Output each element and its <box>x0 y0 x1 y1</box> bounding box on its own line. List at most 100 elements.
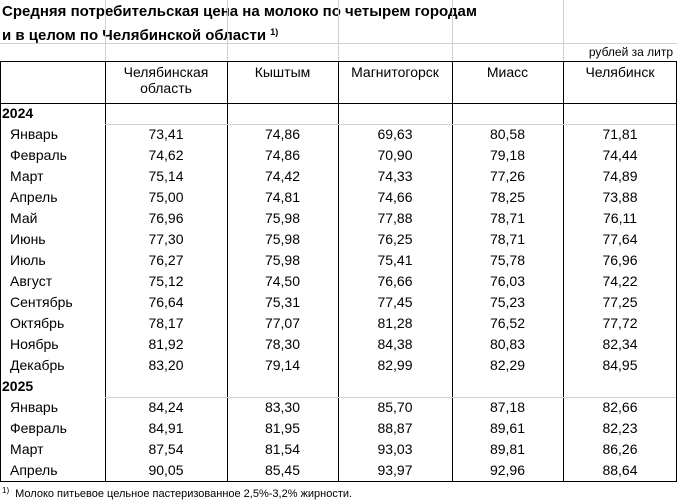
value-cell: 77,26 <box>489 168 526 184</box>
value-cell: 83,30 <box>264 399 301 415</box>
value-cell: 76,96 <box>148 210 184 226</box>
value-cell: 87,18 <box>489 399 526 415</box>
year-guide-1 <box>105 397 676 398</box>
table-row: Июнь 77,30 75,98 76,25 78,71 77,64 <box>0 229 677 250</box>
month-label: Август <box>10 273 53 289</box>
title-guide-2 <box>227 0 228 61</box>
value-cell: 77,72 <box>602 315 638 331</box>
year-label: 2025 <box>2 378 34 394</box>
value-cell: 83,20 <box>148 357 184 373</box>
value-cell: 76,25 <box>377 231 413 247</box>
value-cell: 74,42 <box>264 168 301 184</box>
month-label: Апрель <box>10 462 58 478</box>
value-cell: 92,96 <box>489 462 526 478</box>
value-cell: 74,33 <box>377 168 413 184</box>
footnote: 1) Молоко питьевое цельное пастеризованно… <box>2 484 352 501</box>
value-cell: 76,03 <box>489 273 526 289</box>
footnote-text: Молоко питьевое цельное пастеризованное … <box>15 488 353 500</box>
value-cell: 78,25 <box>489 189 526 205</box>
value-cell: 75,98 <box>264 210 301 226</box>
title-guide-3 <box>338 0 339 61</box>
table-row: Август 75,12 74,50 76,66 76,03 74,22 <box>0 271 677 292</box>
title-guide-1 <box>105 0 106 61</box>
value-cell: 78,71 <box>489 210 526 226</box>
value-cell: 77,64 <box>602 231 638 247</box>
column-border-5 <box>563 61 564 482</box>
value-cell: 84,91 <box>148 420 184 436</box>
table-row: Январь 84,24 83,30 85,70 87,18 82,66 <box>0 397 677 418</box>
title-guide-h <box>0 43 677 44</box>
value-cell: 69,63 <box>377 126 413 142</box>
month-label: Май <box>10 210 38 226</box>
value-cell: 77,88 <box>377 210 413 226</box>
value-cell: 79,14 <box>264 357 301 373</box>
value-cell: 82,34 <box>602 336 638 352</box>
value-cell: 73,88 <box>602 189 638 205</box>
value-cell: 84,38 <box>377 336 413 352</box>
value-cell: 89,81 <box>489 441 526 457</box>
value-cell: 74,22 <box>602 273 638 289</box>
month-label: Сентябрь <box>10 294 73 310</box>
value-cell: 85,70 <box>377 399 413 415</box>
value-cell: 89,61 <box>489 420 526 436</box>
value-cell: 80,58 <box>489 126 526 142</box>
value-cell: 84,95 <box>602 357 638 373</box>
title-footnote-mark: 1) <box>270 27 279 37</box>
month-label: Март <box>10 168 44 184</box>
value-cell: 85,45 <box>264 462 301 478</box>
column-border-1 <box>105 61 106 482</box>
table-row: Декабрь 83,20 79,14 82,99 82,29 84,95 <box>0 355 677 376</box>
column-header: Кыштым <box>254 64 311 80</box>
value-cell: 81,54 <box>264 441 301 457</box>
table-row: Октябрь 78,17 77,07 81,28 76,52 77,72 <box>0 313 677 334</box>
value-cell: 75,98 <box>264 252 301 268</box>
column-border-3 <box>338 61 339 482</box>
value-cell: 76,11 <box>603 210 637 226</box>
value-cell: 76,66 <box>377 273 413 289</box>
month-label: Февраль <box>10 420 67 436</box>
value-cell: 82,29 <box>489 357 526 373</box>
value-cell: 75,23 <box>489 294 526 310</box>
value-cell: 82,66 <box>602 399 638 415</box>
table-title: Средняя потребительская цена на молоко п… <box>2 2 672 46</box>
value-cell: 90,05 <box>148 462 184 478</box>
month-label: Март <box>10 441 44 457</box>
value-cell: 76,64 <box>148 294 184 310</box>
table-row: Апрель 75,00 74,81 74,66 78,25 73,88 <box>0 187 677 208</box>
table-row: Январь 73,41 74,86 69,63 80,58 71,81 <box>0 124 677 145</box>
month-label: Январь <box>10 399 58 415</box>
value-cell: 93,97 <box>377 462 413 478</box>
value-cell: 71,81 <box>602 126 638 142</box>
value-cell: 87,54 <box>148 441 184 457</box>
title-line-2: и в целом по Челябинской области 1) <box>2 22 672 46</box>
value-cell: 79,18 <box>489 147 526 163</box>
value-cell: 75,41 <box>377 252 413 268</box>
value-cell: 78,17 <box>148 315 184 331</box>
value-cell: 75,78 <box>489 252 526 268</box>
value-cell: 74,62 <box>148 147 184 163</box>
month-label: Январь <box>10 126 58 142</box>
value-cell: 76,52 <box>489 315 526 331</box>
unit-label: рублей за литр <box>588 45 673 59</box>
value-cell: 75,12 <box>148 273 184 289</box>
table-row: Февраль 74,62 74,86 70,90 79,18 74,44 <box>0 145 677 166</box>
value-cell: 77,07 <box>264 315 301 331</box>
value-cell: 77,30 <box>148 231 184 247</box>
table-row: Апрель 90,05 85,45 93,97 92,96 88,64 <box>0 460 677 481</box>
month-label: Февраль <box>10 147 67 163</box>
value-cell: 75,98 <box>264 231 301 247</box>
value-cell: 80,83 <box>489 336 526 352</box>
value-cell: 81,95 <box>264 420 301 436</box>
month-label: Декабрь <box>10 357 65 373</box>
value-cell: 74,44 <box>602 147 638 163</box>
value-cell: 74,86 <box>264 147 301 163</box>
year-2024-guide <box>105 124 676 125</box>
month-label: Июнь <box>10 231 46 247</box>
value-cell: 76,96 <box>602 252 638 268</box>
value-cell: 82,23 <box>602 420 638 436</box>
value-cell: 78,30 <box>264 336 301 352</box>
month-label: Июль <box>10 252 46 268</box>
value-cell: 84,24 <box>148 399 184 415</box>
value-cell: 93,03 <box>377 441 413 457</box>
value-cell: 75,14 <box>148 168 184 184</box>
